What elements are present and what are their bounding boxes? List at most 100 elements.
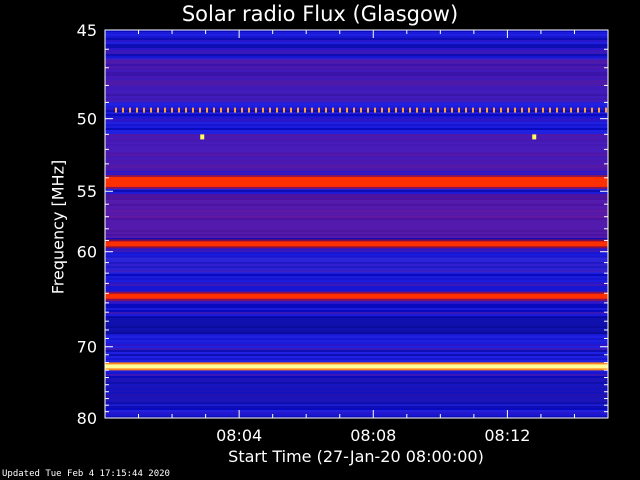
- band-dot: [269, 107, 271, 113]
- band-dot: [402, 107, 404, 113]
- texture-stripe: [105, 30, 608, 32]
- band-dot: [486, 107, 488, 113]
- texture-stripe: [105, 308, 608, 310]
- texture-stripe: [105, 370, 608, 372]
- intensity-zone: [105, 377, 608, 406]
- band-dot: [430, 107, 432, 113]
- band-dot: [451, 107, 453, 113]
- band-dot: [325, 107, 327, 113]
- band-dot: [213, 107, 215, 113]
- texture-stripe: [105, 102, 608, 104]
- texture-stripe: [105, 338, 608, 340]
- texture-stripe: [105, 192, 608, 194]
- band-dot: [206, 107, 208, 113]
- texture-stripe: [105, 344, 608, 346]
- band-dot: [143, 107, 145, 113]
- band-dot: [374, 107, 376, 113]
- band-dot: [157, 107, 159, 113]
- texture-stripe: [105, 110, 608, 112]
- texture-stripe: [105, 408, 608, 410]
- band-dot: [591, 107, 593, 113]
- intensity-zone: [105, 257, 608, 274]
- y-tick-label: 45: [77, 21, 97, 40]
- texture-stripe: [105, 52, 608, 54]
- y-tick-label: 50: [77, 110, 97, 129]
- band-dot: [444, 107, 446, 113]
- y-axis-label: Frequency [MHz]: [48, 159, 68, 295]
- texture-stripe: [105, 54, 608, 56]
- texture-stripe: [105, 112, 608, 114]
- texture-stripe: [105, 132, 608, 134]
- band-dot: [276, 107, 278, 113]
- texture-stripe: [105, 32, 608, 34]
- band-dot: [556, 107, 558, 113]
- texture-stripe: [105, 190, 608, 192]
- band-4: [105, 364, 608, 369]
- texture-stripe: [105, 114, 608, 116]
- x-axis-label: Start Time (27-Jan-20 08:00:00): [228, 447, 484, 466]
- texture-stripe: [105, 306, 608, 308]
- intensity-zone: [105, 316, 608, 335]
- texture-stripe: [105, 46, 608, 48]
- texture-stripe: [105, 108, 608, 110]
- texture-stripe: [105, 410, 608, 412]
- texture-stripe: [105, 252, 608, 254]
- band-dot: [164, 107, 166, 113]
- band-dot: [465, 107, 467, 113]
- band-dot: [304, 107, 306, 113]
- texture-stripe: [105, 106, 608, 108]
- band-dot: [367, 107, 369, 113]
- texture-stripe: [105, 170, 608, 172]
- y-tick-label: 70: [77, 338, 97, 357]
- band-dot: [500, 107, 502, 113]
- band-dot: [115, 107, 117, 113]
- texture-stripe: [105, 336, 608, 338]
- texture-stripe: [105, 346, 608, 348]
- texture-stripe: [105, 302, 608, 304]
- texture-stripe: [105, 360, 608, 362]
- texture-stripe: [105, 42, 608, 44]
- band-2: [105, 241, 608, 247]
- texture-stripe: [105, 116, 608, 118]
- band-dot: [241, 107, 243, 113]
- band-dot: [493, 107, 495, 113]
- band-dot: [549, 107, 551, 113]
- texture-stripe: [105, 372, 608, 374]
- texture-stripe: [105, 358, 608, 360]
- texture-stripe: [105, 290, 608, 292]
- x-tick-label: 08:04: [216, 426, 262, 445]
- band-dot: [528, 107, 530, 113]
- texture-stripe: [105, 376, 608, 378]
- band-dot: [353, 107, 355, 113]
- band-dot: [178, 107, 180, 113]
- texture-stripe: [105, 38, 608, 40]
- band-dot: [521, 107, 523, 113]
- texture-stripe: [105, 172, 608, 174]
- burst-point: [532, 134, 537, 140]
- texture-stripe: [105, 412, 608, 414]
- band-dot: [472, 107, 474, 113]
- texture-stripe: [105, 278, 608, 280]
- band-dot: [255, 107, 257, 113]
- texture-stripe: [105, 122, 608, 124]
- band-dot: [283, 107, 285, 113]
- band-dot: [227, 107, 229, 113]
- band-dot: [409, 107, 411, 113]
- texture-stripe: [105, 312, 608, 314]
- band-dot: [395, 107, 397, 113]
- texture-stripe: [105, 276, 608, 278]
- band-dot: [199, 107, 201, 113]
- texture-stripe: [105, 120, 608, 122]
- band-dot: [360, 107, 362, 113]
- texture-stripe: [105, 188, 608, 190]
- texture-stripe: [105, 130, 608, 132]
- texture-stripe: [105, 334, 608, 336]
- chart-title: Solar radio Flux (Glasgow): [181, 2, 459, 26]
- texture-stripe: [105, 254, 608, 256]
- band-dot: [171, 107, 173, 113]
- texture-stripe: [105, 374, 608, 376]
- band-dot: [248, 107, 250, 113]
- burst-point: [200, 134, 205, 140]
- intensity-zone: [105, 58, 608, 103]
- band-dot: [129, 107, 131, 113]
